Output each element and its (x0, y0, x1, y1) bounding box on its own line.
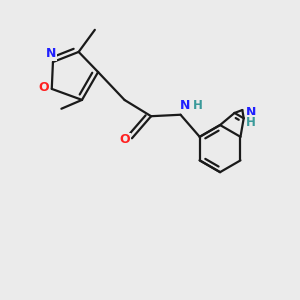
Text: N: N (245, 106, 256, 119)
Text: H: H (193, 99, 202, 112)
Text: H: H (246, 116, 256, 129)
Text: N: N (46, 47, 57, 60)
Text: N: N (180, 99, 190, 112)
Text: O: O (119, 133, 130, 146)
Text: O: O (38, 81, 49, 94)
